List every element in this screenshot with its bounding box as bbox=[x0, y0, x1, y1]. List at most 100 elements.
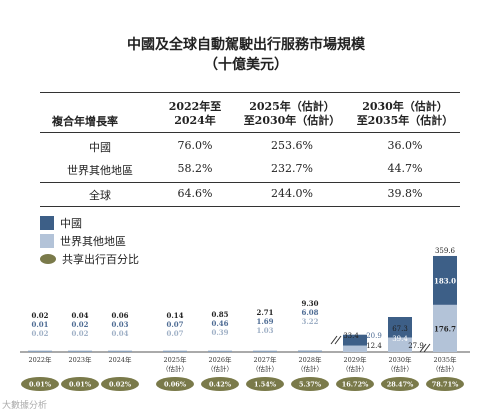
legend-item-share: 共享出行百分比 bbox=[40, 251, 139, 267]
chart-subtitle: （十億美元） bbox=[204, 57, 288, 73]
x-tick-label: 2023年 bbox=[68, 355, 92, 364]
cagr-cell: 44.7% bbox=[387, 162, 423, 175]
china-label: 0.02 bbox=[71, 320, 88, 329]
table-header-rule bbox=[40, 132, 460, 133]
x-tick-label: （估計） bbox=[297, 364, 323, 373]
rest-label: 0.02 bbox=[71, 329, 88, 338]
china-label: 1.69 bbox=[256, 317, 273, 326]
share-oval bbox=[61, 377, 99, 391]
share-label: 16.72% bbox=[342, 381, 369, 389]
legend-swatch-share bbox=[40, 254, 56, 264]
axis-break-mark bbox=[423, 343, 431, 353]
x-tick-label: （估計） bbox=[207, 364, 233, 373]
share-oval bbox=[246, 377, 284, 391]
rest-label: 0.07 bbox=[166, 329, 183, 338]
cagr-col-3: 2030年（估計） 至2035年（估計） bbox=[345, 100, 465, 128]
cagr-row-label: 世界其他地區 bbox=[67, 164, 133, 177]
x-tick-label: （估計） bbox=[342, 364, 368, 373]
legend-label-rest: 世界其他地區 bbox=[60, 235, 126, 248]
share-label: 78.71% bbox=[432, 381, 459, 389]
share-oval bbox=[291, 377, 329, 391]
rest-label: 12.4 bbox=[366, 342, 382, 350]
x-tick-label: 2028年 bbox=[298, 355, 322, 364]
share-label: 0.06% bbox=[164, 381, 187, 389]
bar-rest bbox=[208, 351, 232, 352]
cagr-col-1: 2022年至 2024年 bbox=[150, 100, 240, 128]
table-bottom-rule bbox=[40, 206, 460, 207]
cagr-cell: 36.0% bbox=[387, 139, 423, 152]
china-label: 0.03 bbox=[111, 320, 128, 329]
cagr-col-1-text: 2022年至 2024年 bbox=[168, 100, 222, 127]
x-tick-label: 2022年 bbox=[28, 355, 52, 364]
x-tick-label: 2026年 bbox=[208, 355, 232, 364]
bar-china bbox=[298, 350, 322, 352]
bar-rest bbox=[343, 345, 367, 352]
legend-label-share: 共享出行百分比 bbox=[62, 253, 139, 266]
total-label: 33.4 bbox=[343, 332, 359, 340]
bar-china bbox=[433, 255, 457, 305]
share-label: 0.01% bbox=[29, 381, 52, 389]
x-tick-label: （估計） bbox=[162, 364, 188, 373]
share-oval bbox=[201, 377, 239, 391]
bar-china bbox=[208, 350, 232, 352]
axis-break-mark bbox=[330, 335, 338, 345]
legend-item-rest: 世界其他地區 bbox=[40, 233, 126, 249]
bar-rest bbox=[388, 337, 412, 352]
cagr-col-2-text: 2025年（估計） 至2030年（估計） bbox=[243, 100, 341, 127]
total-label: 0.14 bbox=[166, 311, 183, 320]
x-tick-label: 2024年 bbox=[108, 355, 132, 364]
share-oval bbox=[336, 377, 374, 391]
bar-rest bbox=[298, 351, 322, 352]
rest-label: 3.22 bbox=[301, 317, 318, 326]
rest-label: 176.7 bbox=[434, 324, 456, 333]
share-oval bbox=[101, 377, 139, 391]
bar-rest bbox=[433, 304, 457, 352]
legend-swatch-china bbox=[40, 216, 54, 230]
x-tick-label: 2027年 bbox=[253, 355, 277, 364]
cagr-cell: 232.7% bbox=[271, 162, 313, 175]
bar-china bbox=[28, 350, 52, 352]
bar-rest bbox=[68, 351, 92, 352]
share-label: 5.37% bbox=[299, 381, 322, 389]
china-label: 6.08 bbox=[301, 308, 318, 317]
x-tick-label: （估計） bbox=[252, 364, 278, 373]
total-label: 0.06 bbox=[111, 311, 128, 320]
cagr-col-3-text: 2030年（估計） 至2035年（估計） bbox=[356, 100, 454, 127]
cagr-cell: 76.0% bbox=[177, 139, 213, 152]
china-label: 39.4 bbox=[392, 335, 408, 343]
x-tick-label: 2030年 bbox=[388, 355, 412, 364]
china-label: 20.9 bbox=[366, 332, 382, 340]
bar-china bbox=[68, 350, 92, 352]
table-top-rule bbox=[40, 92, 460, 93]
cagr-row-label: 全球 bbox=[89, 189, 111, 202]
x-tick-label: 2035年 bbox=[433, 355, 457, 364]
total-label: 359.6 bbox=[435, 247, 456, 255]
x-tick-label: （估計） bbox=[432, 364, 458, 373]
bar-rest bbox=[108, 351, 132, 352]
total-label: 67.3 bbox=[392, 325, 408, 333]
cagr-row-label: 中國 bbox=[89, 141, 111, 154]
rest-label: 0.04 bbox=[111, 329, 128, 338]
rest-label: 27.9 bbox=[408, 342, 424, 350]
rest-label: 0.02 bbox=[31, 329, 48, 338]
total-label: 2.71 bbox=[256, 308, 273, 317]
bar-rest bbox=[253, 351, 277, 352]
rest-label: 1.03 bbox=[256, 326, 273, 335]
bar-china bbox=[343, 334, 367, 346]
bar-china bbox=[163, 350, 187, 352]
total-label: 0.85 bbox=[211, 310, 228, 319]
china-label: 0.07 bbox=[166, 320, 183, 329]
cagr-cell: 253.6% bbox=[271, 139, 313, 152]
china-label: 183.0 bbox=[434, 276, 456, 285]
share-oval bbox=[156, 377, 194, 391]
x-tick-label: （估計） bbox=[387, 364, 413, 373]
chart-title: 中國及全球自動駕駛出行服務市場規模 bbox=[127, 37, 365, 53]
share-oval bbox=[381, 377, 419, 391]
cagr-cell: 64.6% bbox=[177, 187, 213, 200]
legend-label-china: 中國 bbox=[60, 217, 82, 230]
watermark: 大數據分析 bbox=[2, 401, 48, 411]
bar-rest bbox=[28, 351, 52, 352]
x-tick-label: 2029年 bbox=[343, 355, 367, 364]
axis-break-mark bbox=[334, 335, 342, 345]
